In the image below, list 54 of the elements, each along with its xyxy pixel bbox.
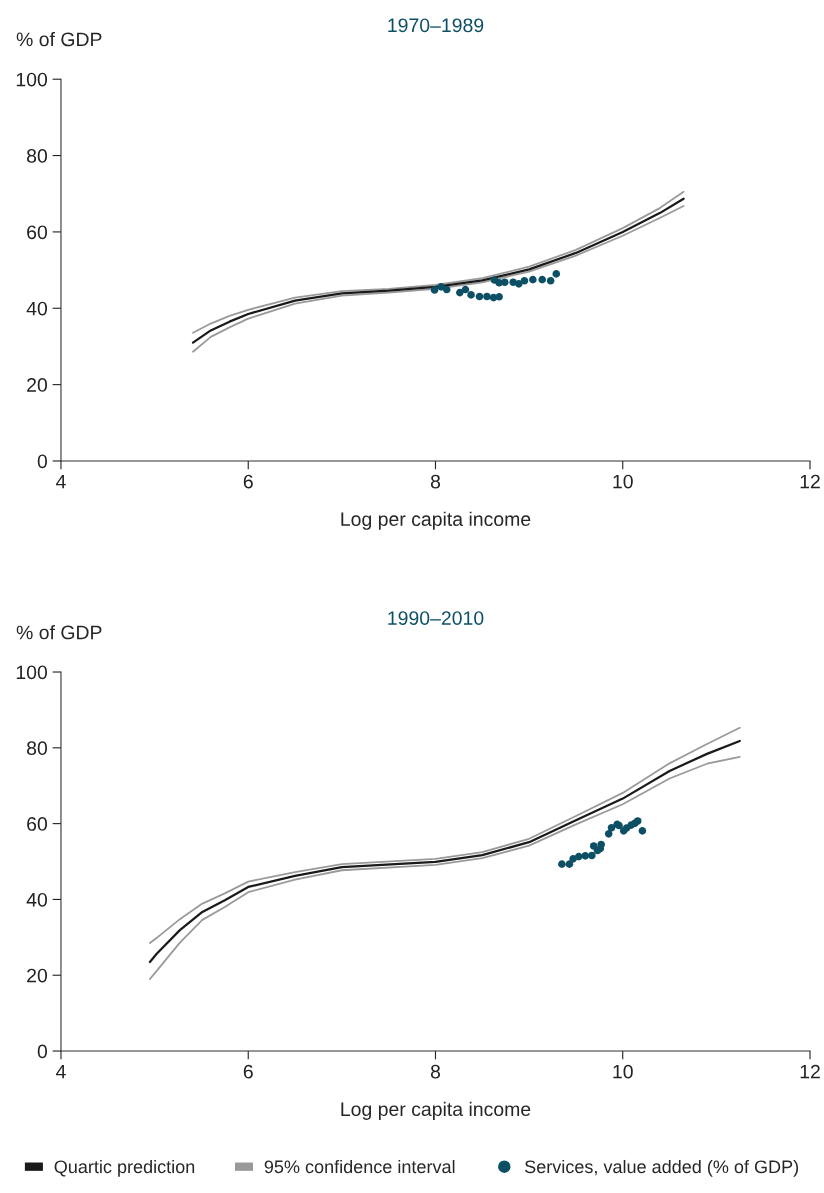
x-tick-label: 10 bbox=[613, 1064, 633, 1079]
point bbox=[483, 292, 491, 301]
point bbox=[607, 823, 616, 832]
point bbox=[529, 275, 537, 284]
legend-label: Services, value added (% of GDP) bbox=[524, 1159, 799, 1177]
x-tick-label: 6 bbox=[243, 474, 253, 489]
x-tick-label: 4 bbox=[56, 474, 66, 489]
y-tick-label: 0 bbox=[37, 454, 48, 469]
y-axis-title: % of GDP bbox=[16, 32, 102, 47]
x-tick-label: 8 bbox=[430, 1064, 441, 1079]
chart-title: 1970–1989 bbox=[388, 18, 484, 33]
x-tick-label: 8 bbox=[430, 474, 441, 489]
x-tick-label: 6 bbox=[243, 1064, 253, 1079]
y-tick-label: 40 bbox=[26, 301, 48, 316]
point bbox=[538, 275, 547, 284]
x-tick-label: 10 bbox=[613, 474, 633, 489]
point bbox=[552, 270, 561, 278]
point bbox=[437, 283, 445, 291]
point bbox=[475, 292, 484, 301]
y-tick-label: 20 bbox=[27, 968, 48, 983]
y-tick-label: 80 bbox=[27, 741, 48, 756]
x-axis-title: Log per capita income bbox=[341, 1101, 531, 1120]
y-axis-title: % of GDP bbox=[16, 625, 102, 640]
y-tick-label: 20 bbox=[27, 378, 48, 392]
chart-title: 1990–2010 bbox=[388, 611, 484, 625]
point bbox=[638, 827, 647, 835]
point bbox=[604, 830, 613, 838]
legend-label: Quartic prediction bbox=[54, 1159, 195, 1177]
x-tick-label: 12 bbox=[800, 1064, 820, 1079]
point bbox=[515, 280, 523, 288]
point bbox=[569, 855, 577, 863]
point bbox=[546, 276, 555, 285]
y-tick-label: 100 bbox=[16, 665, 48, 680]
y-tick-label: 0 bbox=[37, 1044, 48, 1059]
y-tick-label: 40 bbox=[26, 892, 48, 907]
point bbox=[558, 860, 566, 868]
point bbox=[500, 278, 509, 287]
x-tick-label: 4 bbox=[56, 1064, 66, 1079]
point bbox=[461, 285, 470, 294]
y-tick-label: 60 bbox=[27, 225, 48, 240]
y-tick-label: 80 bbox=[27, 149, 48, 163]
legend-label: 95% confidence interval bbox=[264, 1159, 455, 1174]
point bbox=[495, 293, 503, 301]
x-axis-title: Log per capita income bbox=[341, 511, 531, 530]
point bbox=[467, 291, 475, 299]
x-tick-label: 12 bbox=[800, 474, 820, 489]
y-tick-label: 60 bbox=[27, 817, 48, 831]
point bbox=[430, 286, 439, 294]
point bbox=[442, 285, 451, 294]
y-tick-label: 100 bbox=[16, 72, 48, 87]
point bbox=[520, 276, 529, 285]
point bbox=[597, 840, 606, 849]
point bbox=[588, 851, 596, 860]
point bbox=[574, 852, 583, 861]
